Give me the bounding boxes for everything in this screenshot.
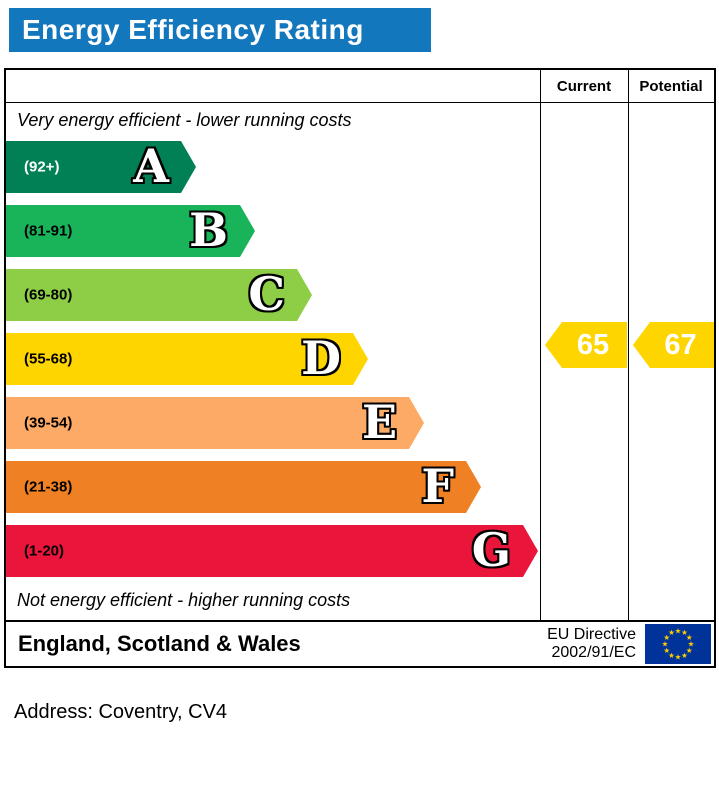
address-line: Address: Coventry, CV4 [14,701,228,723]
title-bar: Energy Efficiency Rating [9,8,431,52]
band-range-label: (21-38) [24,478,73,496]
current-rating-arrow: 65 [545,322,627,368]
column-divider-potential [628,70,629,620]
band-b: (81-91) B [6,205,255,257]
svg-text:★: ★ [663,646,670,655]
band-letter: D [301,331,341,386]
svg-text:★: ★ [668,628,675,637]
band-range-label: (55-68) [24,350,73,368]
potential-rating-arrow: 67 [633,322,714,368]
svg-text:★: ★ [675,627,682,636]
eu-directive-line1: EU Directive [547,626,636,643]
band-f: (21-38) F [6,461,481,513]
band-c: (69-80) C [6,269,312,321]
band-letter: C [248,267,285,322]
band-range-label: (92+) [24,158,60,176]
band-d: (55-68) D [6,333,368,385]
band-range-label: (81-91) [24,222,73,240]
band-a: (92+) A [6,141,196,193]
chart-footer: England, Scotland & Wales EU Directive 2… [6,620,714,666]
column-header-current: Current [556,77,612,95]
band-g: (1-20) G [6,525,538,577]
svg-text:★: ★ [686,646,693,655]
header-row-divider [6,102,714,103]
band-letter: B [189,203,228,258]
band-letter: F [421,459,454,514]
band-letter: G [471,523,511,578]
eu-flag-icon: ★ ★ ★ ★ ★ ★ ★ ★ ★ ★ ★ ★ [645,624,711,664]
epc-chart: Current Potential Very energy efficient … [4,68,716,668]
current-rating-value: 65 [576,328,610,361]
region-label: England, Scotland & Wales [18,631,301,656]
caption-very-efficient: Very energy efficient - lower running co… [17,110,352,130]
svg-text:★: ★ [668,651,675,660]
svg-text:★: ★ [662,640,669,649]
eu-directive-line2: 2002/91/EC [551,644,636,661]
band-range-label: (69-80) [24,286,73,304]
band-letter: E [361,395,397,450]
svg-text:★: ★ [675,653,682,662]
column-divider-current [540,70,541,620]
band-range-label: (1-20) [24,542,65,560]
potential-rating-value: 67 [664,328,697,361]
column-header-potential: Potential [639,77,703,95]
page-title: Energy Efficiency Rating [22,14,364,45]
epc-chart-body: Current Potential Very energy efficient … [6,70,714,666]
caption-not-efficient: Not energy efficient - higher running co… [17,590,351,610]
svg-text:★: ★ [681,628,688,637]
svg-text:★: ★ [688,640,695,649]
eu-directive-label: EU Directive 2002/91/EC [547,626,636,662]
svg-text:★: ★ [686,633,693,642]
band-range-label: (39-54) [24,414,73,432]
eu-flag-field [645,624,711,664]
band-letter: A [133,139,169,194]
bands: (92+) A (81-91) B (69-80) C (55-68) D (39-54) E (2… [6,141,540,589]
band-e: (39-54) E [6,397,424,449]
svg-text:★: ★ [681,651,688,660]
svg-text:★: ★ [663,633,670,642]
